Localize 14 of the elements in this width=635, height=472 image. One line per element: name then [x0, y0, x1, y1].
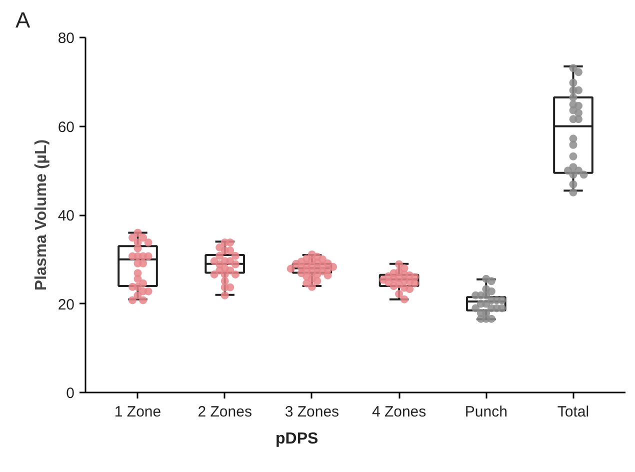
y-tick-label: 0	[66, 385, 74, 402]
y-tick-label: 60	[58, 118, 75, 136]
y-tick-label: 20	[58, 296, 75, 314]
text: A	[16, 8, 30, 32]
x-tick-label: Punch	[464, 404, 508, 420]
y-tick-label: 40	[58, 208, 75, 224]
x-tick-label: 3 Zones	[284, 404, 340, 420]
x-tick-label: 2 Zones	[198, 404, 252, 420]
y-tick-label: 80	[58, 30, 75, 47]
y-axis-title: Plasma Volume (µL)	[32, 139, 50, 291]
x-tick-label: Total	[557, 404, 590, 420]
x-tick-label: 1 Zone	[114, 404, 162, 420]
text: pDPS	[276, 430, 318, 448]
x-tick-label: 4 Zones	[372, 404, 426, 420]
